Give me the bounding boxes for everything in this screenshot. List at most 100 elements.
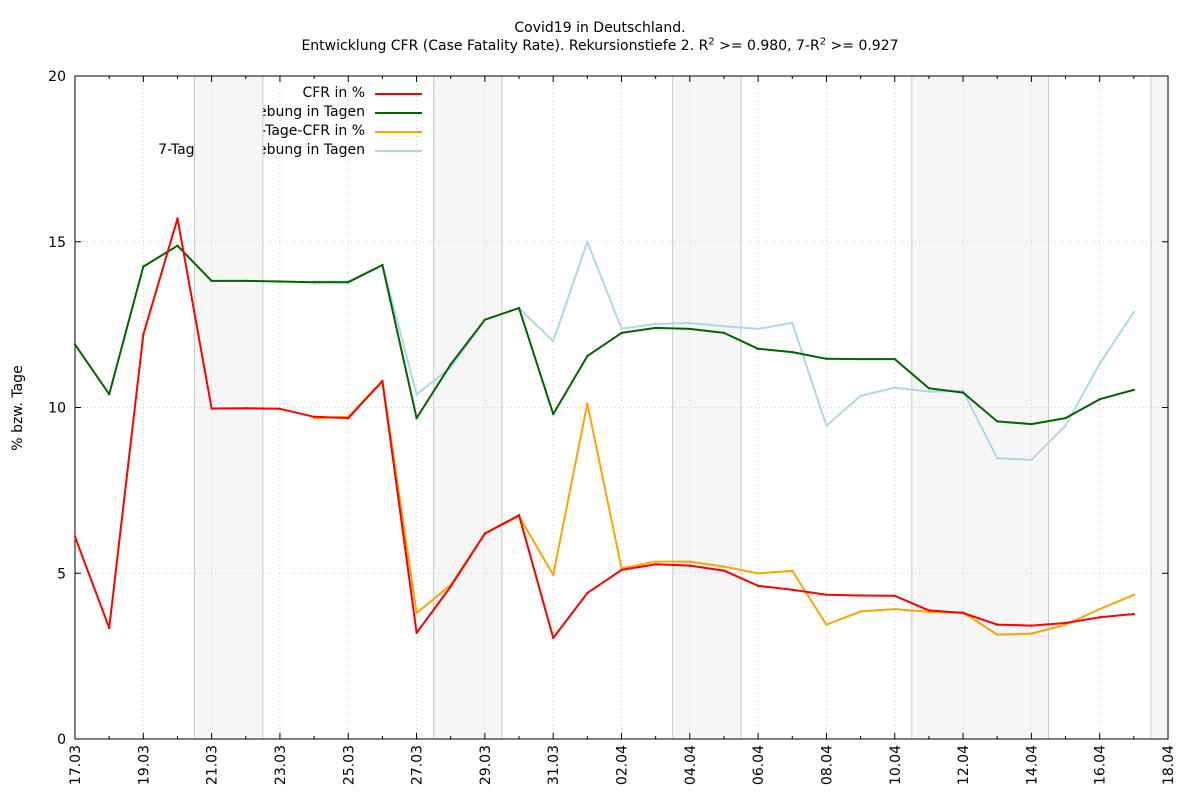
series-1-point-15 [586,354,589,358]
legend-label-cfr: CFR in % [302,85,365,101]
series-1-point-22 [825,357,828,360]
series-0-point-0 [73,535,77,538]
series-1-point-13 [517,306,521,310]
series-1-point-21 [791,350,794,354]
series-2-point-16 [859,610,862,613]
series-1-point-5 [244,279,247,283]
series-3-point-15 [825,424,828,427]
series-3-point-10 [654,322,657,326]
series-1-point-23 [859,357,862,361]
series-2-point-23 [1098,607,1101,611]
series-3-point-14 [791,321,794,325]
series-0-point-22 [825,593,828,596]
series-0-point-1 [107,626,111,630]
x-tick-label-11: 08.04 [819,745,835,785]
x-tick-label-6: 29.03 [478,745,494,785]
series-3-point-22 [1064,424,1067,427]
y-tick-label-4: 20 [48,69,66,85]
series-1-point-0 [73,343,77,346]
y-tick-label-2: 10 [48,401,66,417]
series-2-point-7 [551,573,555,577]
x-tick-label-12: 10.04 [888,745,904,785]
x-tick-label-4: 25.03 [341,745,357,785]
series-1-point-18 [688,327,692,331]
series-0-point-31 [1132,612,1136,616]
series-3-point-7 [551,340,555,343]
x-tick-label-9: 04.04 [683,745,699,785]
series-3-point-18 [927,390,931,393]
series-0-point-18 [688,564,692,567]
series-3-point-20 [996,457,999,460]
series-0-point-10 [415,631,418,635]
series-0-point-17 [654,563,657,566]
series-3-point-11 [688,321,692,325]
series-0-point-8 [347,416,350,420]
series-3-point-17 [893,386,896,389]
series-1-point-11 [449,363,452,366]
series-0-point-28 [1030,624,1033,627]
subtitle-suffix: >= 0.927 [826,38,899,54]
series-3-point-16 [859,394,862,398]
subtitle-sup-1: 2 [708,36,715,48]
series-1-point-9 [381,263,384,267]
series-0-point-7 [312,415,316,418]
series-3-point-23 [1098,362,1101,365]
series-0-point-19 [722,569,726,572]
series-0-point-27 [996,623,999,626]
legend-label-7-tage-cfr: 7-Tage-CFR in % [252,123,365,139]
series-0-point-21 [791,588,794,592]
series-0-point-15 [586,591,589,595]
series-1-point-27 [996,420,999,423]
x-tick-label-8: 02.04 [615,745,631,785]
subtitle-sup-2: 2 [819,36,827,48]
series-1-point-25 [927,387,931,390]
series-1-point-2 [142,265,145,268]
series-1-point-8 [347,280,350,284]
series-0-point-26 [961,611,965,615]
subtitle-middle: >= 0.980, 7-R [714,38,820,54]
series-2-point-12 [722,565,726,568]
series-2-point-10 [654,560,657,563]
series-2-point-8 [586,402,589,405]
series-0-point-2 [142,333,145,336]
series-1-point-10 [415,416,418,420]
series-1-point-24 [893,357,896,361]
series-1-point-26 [961,391,965,394]
chart-subtitle: Entwicklung CFR (Case Fatality Rate). Re… [0,36,1200,54]
x-tick-label-15: 16.04 [1093,745,1109,785]
series-1-point-28 [1030,422,1033,426]
series-0-point-14 [551,636,555,640]
series-1-point-6 [278,280,282,283]
x-tick-label-7: 31.03 [546,745,562,785]
x-tick-label-3: 23.03 [273,745,289,785]
series-1-point-12 [483,318,487,321]
series-0-point-9 [381,379,384,383]
series-1-point-20 [756,347,760,351]
series-3-point-13 [756,327,760,331]
series-2-point-24 [1132,593,1136,596]
series-3-point-8 [586,240,589,243]
y-tick-label-1: 5 [57,566,66,582]
series-1-point-7 [312,280,316,284]
series-1-point-19 [722,331,726,335]
series-1-point-14 [551,412,555,416]
series-0-point-13 [517,514,521,517]
series-0-point-29 [1064,621,1067,625]
series-3-point-21 [1030,458,1033,462]
series-0-point-20 [756,584,760,588]
series-line-0 [74,217,1134,639]
weekend-band-2 [672,76,742,739]
series-2-point-3 [415,611,418,615]
series-2-point-14 [791,569,794,573]
series-2-point-20 [996,633,999,636]
series-0-point-6 [278,407,282,411]
subtitle-prefix: Entwicklung CFR (Case Fatality Rate). Re… [301,38,709,54]
series-0-point-12 [483,532,487,535]
series-1-point-4 [210,279,213,283]
series-1-point-1 [107,393,111,396]
x-tick-label-14: 14.04 [1024,745,1040,785]
series-1-point-29 [1064,416,1067,420]
series-2-point-21 [1030,632,1033,635]
x-tick-label-2: 21.03 [205,745,221,785]
